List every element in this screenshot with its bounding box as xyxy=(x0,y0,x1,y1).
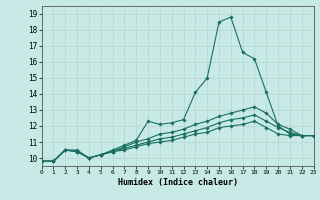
X-axis label: Humidex (Indice chaleur): Humidex (Indice chaleur) xyxy=(118,178,237,187)
